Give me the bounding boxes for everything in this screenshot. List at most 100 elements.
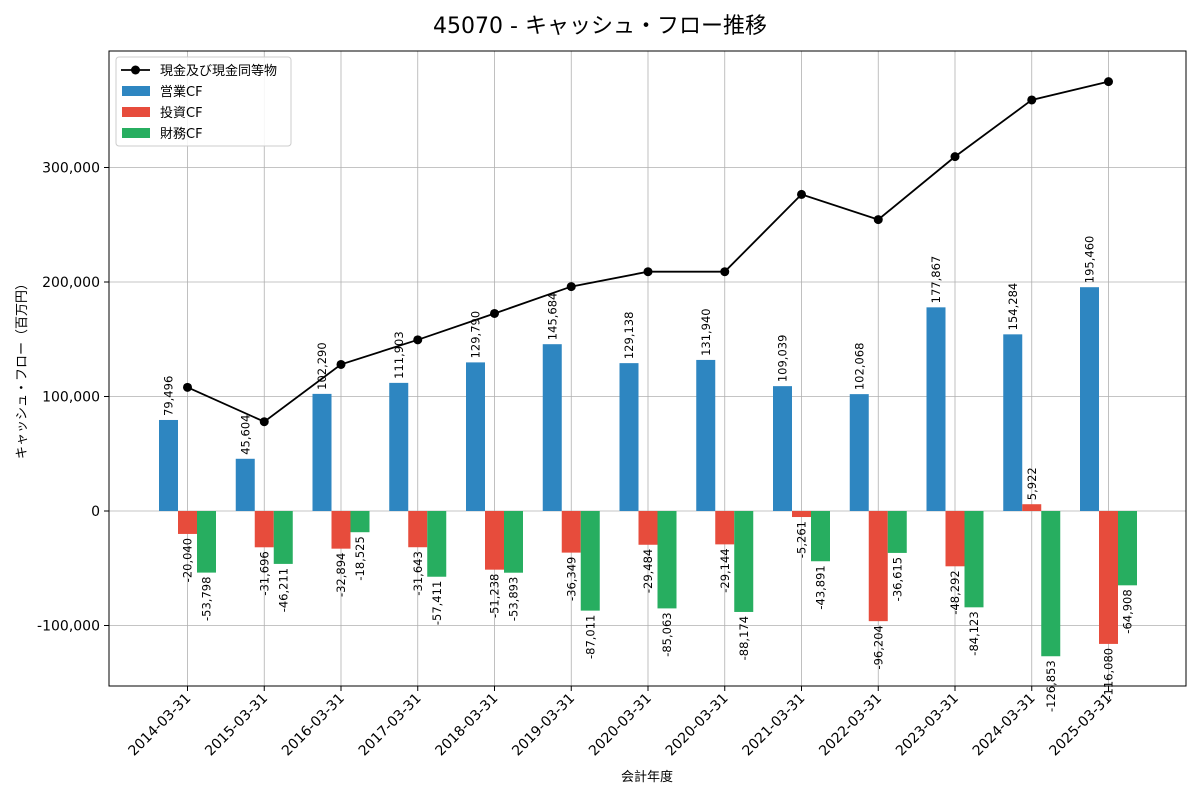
cash-point: [873, 215, 883, 225]
cash-point: [1104, 77, 1113, 87]
data-label: -53,798: [200, 577, 214, 621]
data-label: 102,068: [852, 343, 866, 391]
bar: [159, 419, 178, 511]
data-label: -18,525: [353, 536, 367, 580]
chart-title: 45070 - キャッシュ・フロー推移: [433, 14, 767, 39]
data-label: 102,290: [315, 342, 329, 390]
x-axis-label: 会計年度: [621, 769, 673, 785]
bar: [389, 382, 409, 511]
data-labels-group: 79,496 45,604 102,290 111,903 129,790 145,684…: [162, 236, 1135, 712]
bar: [178, 511, 197, 534]
bar: [638, 511, 658, 545]
data-label: 45,604: [238, 415, 252, 455]
legend-swatch: [122, 86, 150, 96]
cash-point: [1027, 95, 1037, 105]
bar: [312, 393, 332, 511]
cash-point: [259, 417, 269, 427]
data-label: -51,238: [488, 574, 502, 618]
bar: [868, 511, 888, 622]
bar: [580, 511, 600, 611]
data-label: 5,922: [1025, 467, 1039, 500]
x-tick-label: 2019-03-31: [509, 691, 578, 760]
y-axis-label: キャッシュ・フロー（百万円）: [15, 277, 30, 459]
bar: [1041, 511, 1061, 657]
x-tick-label: 2023-03-31: [893, 691, 962, 760]
bar: [331, 511, 351, 549]
y-tick-label: 0: [91, 504, 100, 520]
data-label: 111,903: [392, 331, 406, 379]
data-label: -20,040: [181, 538, 195, 582]
bar: [792, 511, 811, 518]
bar: [485, 511, 504, 570]
data-label: -43,891: [814, 565, 828, 609]
cash-point: [566, 282, 576, 292]
bar: [696, 359, 716, 511]
bar: [773, 386, 792, 511]
y-tick-label: 100,000: [42, 390, 100, 406]
data-label: -57,411: [430, 581, 444, 625]
cash-point: [183, 382, 192, 392]
bars-group: [159, 287, 1137, 657]
bar: [197, 511, 216, 573]
data-label: -88,174: [737, 616, 751, 660]
bar: [1118, 511, 1137, 586]
data-label: 145,684: [545, 293, 559, 341]
legend-swatch: [122, 128, 150, 138]
data-label: -85,063: [660, 612, 674, 656]
data-label: -5,261: [795, 521, 809, 558]
bar: [561, 511, 581, 553]
bar: [1099, 511, 1118, 644]
y-axis: -100,000 0 100,000 200,000 300,000: [37, 161, 109, 635]
bar: [964, 511, 984, 608]
data-label: -31,696: [257, 551, 271, 595]
data-label: -32,894: [334, 553, 348, 597]
bar: [849, 394, 869, 511]
x-tick-label: 2021-03-31: [739, 691, 808, 760]
x-tick-label: 2020-03-31: [663, 691, 732, 760]
bar: [1022, 504, 1042, 511]
x-tick-label: 2024-03-31: [970, 691, 1039, 760]
bar: [273, 511, 293, 564]
data-label: -64,908: [1121, 589, 1135, 633]
x-tick-label: 2022-03-31: [816, 691, 885, 760]
data-label: 177,867: [929, 256, 943, 304]
bar: [350, 511, 370, 533]
bar: [811, 511, 830, 562]
data-label: -36,349: [564, 557, 578, 601]
x-tick-label: 2016-03-31: [279, 691, 348, 760]
data-label: -36,615: [890, 557, 904, 601]
legend-marker: [131, 65, 140, 75]
bar: [408, 511, 428, 548]
data-label: -48,292: [948, 570, 962, 614]
data-label: -53,893: [507, 577, 521, 621]
cash-point: [643, 267, 653, 277]
data-label: 79,496: [162, 376, 176, 416]
bar: [254, 511, 274, 548]
bar: [657, 511, 677, 609]
legend-label: 投資CF: [160, 105, 203, 121]
legend-label: 財務CF: [160, 127, 203, 142]
y-tick-label: -100,000: [37, 619, 100, 635]
bar: [1003, 334, 1023, 511]
bar: [1080, 287, 1099, 511]
cash-point: [490, 308, 499, 318]
data-label: -46,211: [276, 568, 290, 612]
data-label: 131,940: [699, 308, 713, 356]
cash-point: [950, 152, 960, 162]
x-tick-label: 2020-03-31: [586, 691, 655, 760]
bar: [466, 362, 485, 511]
bar: [235, 458, 255, 511]
x-tick-label: 2015-03-31: [202, 691, 271, 760]
data-label: 154,284: [1006, 283, 1020, 331]
legend-label: 現金及び現金同等物: [160, 63, 277, 79]
bar: [427, 511, 447, 577]
x-tick-label: 2017-03-31: [356, 691, 425, 760]
legend-box: [115, 56, 292, 147]
data-label: -31,643: [411, 551, 425, 595]
bar: [542, 344, 562, 511]
data-label: -116,080: [1102, 648, 1116, 700]
legend-swatch: [122, 107, 150, 117]
cash-point: [720, 267, 730, 277]
